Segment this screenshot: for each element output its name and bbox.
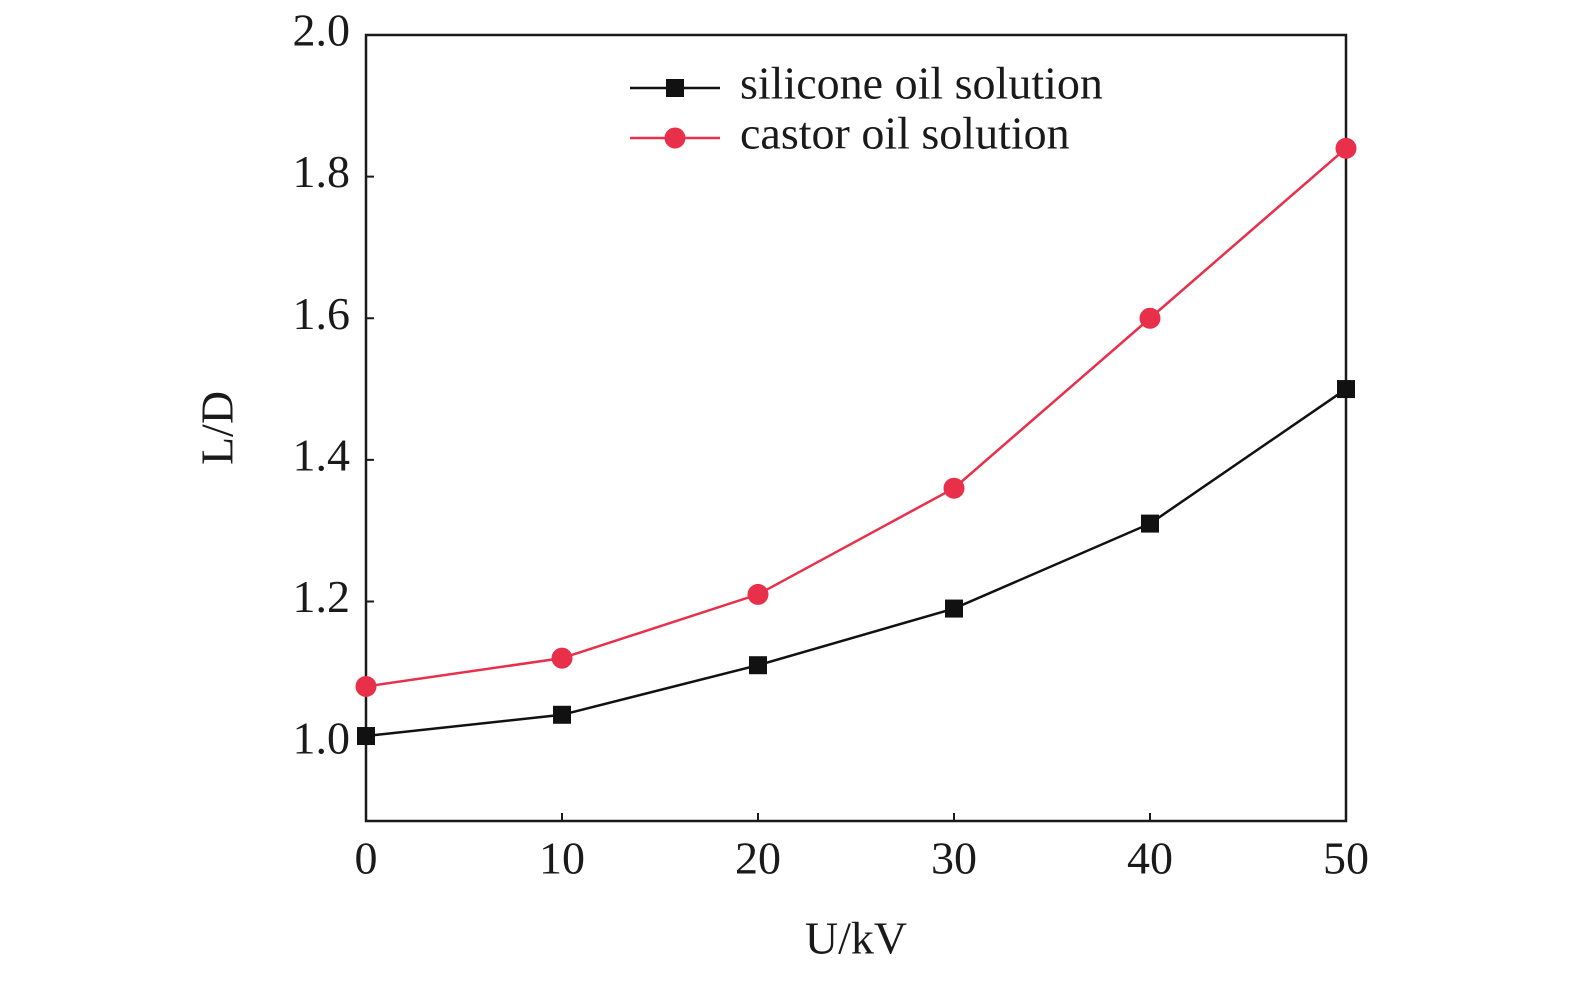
x-tick-label: 20 — [735, 833, 781, 884]
marker — [357, 727, 375, 746]
legend-marker — [666, 79, 684, 97]
legend-label: castor oil solution — [740, 108, 1070, 159]
legend-label: silicone oil solution — [740, 58, 1103, 109]
y-tick-label: 1.8 — [293, 146, 351, 197]
y-tick-label: 1.0 — [293, 713, 351, 764]
marker — [1335, 137, 1357, 159]
series-line — [365, 147, 1347, 688]
marker — [747, 583, 769, 605]
x-tick-label: 50 — [1323, 833, 1369, 884]
x-tick-label: 10 — [539, 833, 585, 884]
x-axis-label: U/kV — [805, 913, 907, 964]
marker — [1141, 514, 1159, 533]
legend-marker — [664, 127, 686, 149]
x-tick-label: 30 — [931, 833, 977, 884]
x-tick-label: 0 — [355, 833, 378, 884]
y-tick-label: 2.0 — [293, 5, 351, 56]
marker — [553, 705, 571, 724]
marker — [1139, 307, 1161, 329]
marker — [943, 477, 965, 499]
marker — [1337, 380, 1355, 399]
marker — [749, 656, 767, 675]
y-tick-label: 1.6 — [293, 288, 351, 339]
y-tick-label: 1.4 — [293, 429, 351, 480]
x-tick-label: 40 — [1127, 833, 1173, 884]
plot-frame — [364, 33, 1348, 823]
series-line — [365, 388, 1347, 738]
y-axis-label: L/D — [192, 391, 243, 465]
marker — [551, 647, 573, 669]
marker — [355, 675, 377, 697]
y-tick-label: 1.2 — [293, 571, 351, 622]
marker — [945, 599, 963, 618]
